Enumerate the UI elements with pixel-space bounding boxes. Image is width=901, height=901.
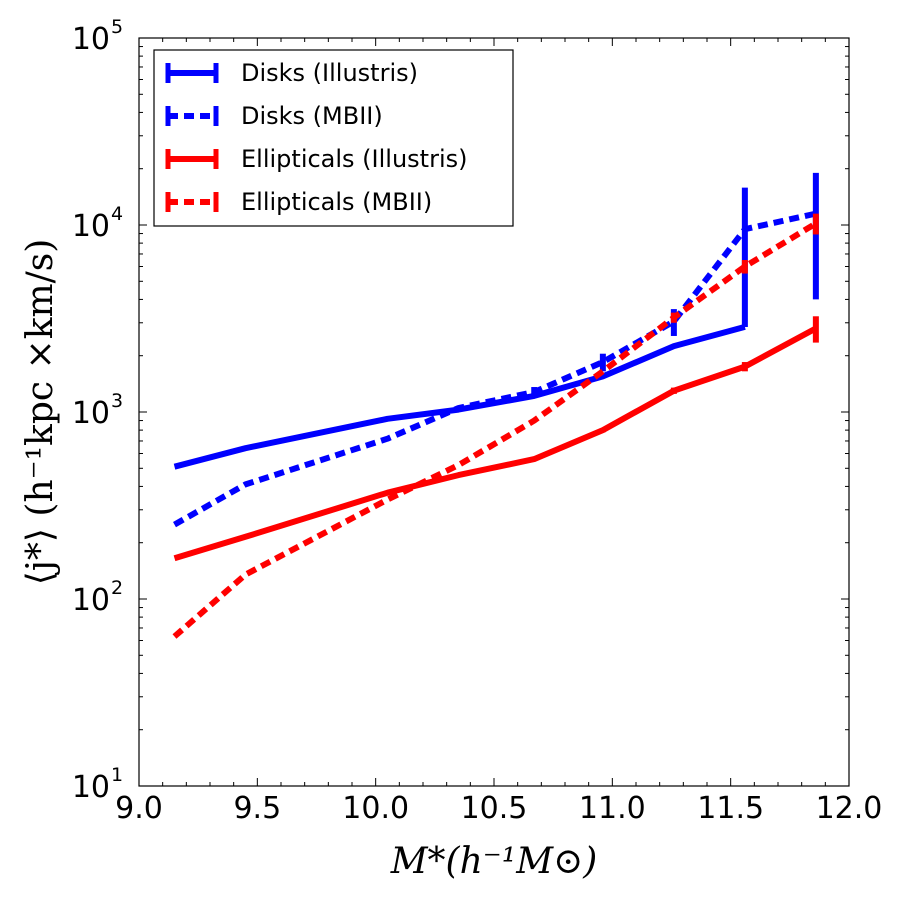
- plot-frame: [138, 37, 850, 787]
- y-tick-label: 10 2: [72, 577, 123, 618]
- series-line: [173, 324, 746, 470]
- x-tick-label: 12.0: [816, 791, 883, 826]
- x-tick-label: 11.5: [697, 791, 764, 826]
- y-tick-exponent: 2: [111, 577, 123, 599]
- y-tick-base: 10: [72, 209, 110, 244]
- legend-entry: Ellipticals (Illustris): [165, 145, 468, 173]
- series-1: [173, 172, 819, 528]
- legend-entry: Disks (MBII): [165, 102, 383, 130]
- y-tick-exponent: 4: [111, 203, 123, 225]
- y-tick-base: 10: [72, 22, 110, 57]
- y-tick-label: 10 5: [72, 16, 123, 57]
- y-tick-base: 10: [72, 770, 110, 805]
- legend-label: Disks (Illustris): [241, 59, 418, 87]
- x-tick-label: 9.5: [233, 791, 281, 826]
- y-tick-label: 10 1: [72, 764, 123, 805]
- x-tick-label: 10.5: [461, 791, 528, 826]
- series-line: [173, 325, 818, 562]
- y-axis-title: ⟨j*⟩ (h⁻¹kpc ×km/s): [20, 239, 61, 586]
- legend-label: Ellipticals (MBII): [241, 188, 432, 216]
- y-tick-base: 10: [72, 583, 110, 618]
- y-tick-exponent: 5: [111, 16, 123, 38]
- series-2: [173, 316, 819, 562]
- series-0: [173, 187, 748, 470]
- x-tick-label: 11.0: [579, 791, 646, 826]
- minor-ticks: [139, 38, 849, 786]
- y-tick-label: 10 4: [72, 203, 123, 244]
- x-axis-title: M*(h⁻¹M⊙): [390, 841, 598, 882]
- legend-label: Ellipticals (Illustris): [241, 145, 468, 173]
- x-tick-labels: 9.0 9.5 10.0 10.5 11.0 11.5 12.0: [115, 791, 882, 826]
- y-tick-label: 10 3: [72, 390, 123, 431]
- series-3: [172, 213, 819, 639]
- series-layer: [172, 172, 819, 639]
- y-tick-exponent: 1: [111, 764, 123, 786]
- y-tick-base: 10: [72, 396, 110, 431]
- x-tick-label: 9.0: [115, 791, 163, 826]
- y-tick-exponent: 3: [111, 390, 123, 412]
- series-line: [172, 220, 818, 639]
- legend-label: Disks (MBII): [241, 102, 383, 130]
- x-tick-label: 10.0: [342, 791, 409, 826]
- legend-entry: Disks (Illustris): [165, 59, 418, 87]
- legend: Disks (Illustris) Disks (MBII) Ellipticals…: [153, 49, 514, 227]
- legend-entry: Ellipticals (MBII): [165, 188, 432, 216]
